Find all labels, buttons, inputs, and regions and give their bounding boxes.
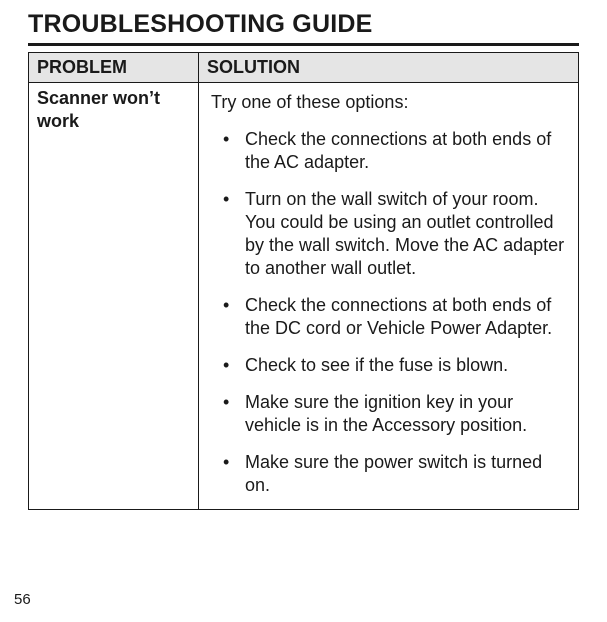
problem-cell: Scanner won’t work [29, 83, 199, 510]
col-header-solution: SOLUTION [199, 53, 579, 83]
page-title: TROUBLESHOOTING GUIDE [28, 10, 579, 46]
col-header-problem: PROBLEM [29, 53, 199, 83]
list-item: Make sure the power switch is turned on. [211, 451, 566, 497]
list-item: Check the connections at both ends of th… [211, 294, 566, 340]
troubleshooting-table: PROBLEM SOLUTION Scanner won’t work Try … [28, 52, 579, 510]
solution-cell: Try one of these options: Check the conn… [199, 83, 579, 510]
list-item: Turn on the wall switch of your room. Yo… [211, 188, 566, 280]
list-item: Check to see if the fuse is blown. [211, 354, 566, 377]
table-header-row: PROBLEM SOLUTION [29, 53, 579, 83]
list-item: Check the connections at both ends of th… [211, 128, 566, 174]
page-number: 56 [14, 591, 31, 608]
table-row: Scanner won’t work Try one of these opti… [29, 83, 579, 510]
solution-list: Check the connections at both ends of th… [211, 128, 566, 497]
page: TROUBLESHOOTING GUIDE PROBLEM SOLUTION S… [0, 0, 607, 622]
list-item: Make sure the ignition key in your vehic… [211, 391, 566, 437]
solution-intro: Try one of these options: [211, 91, 566, 114]
